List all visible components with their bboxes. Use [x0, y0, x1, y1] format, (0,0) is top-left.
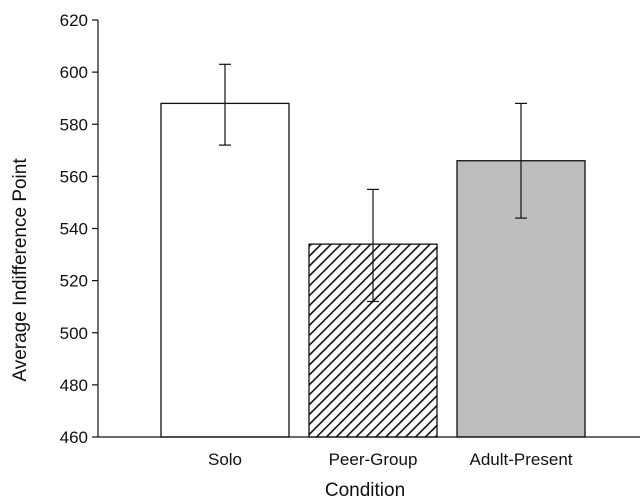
- x-tick-label: Adult-Present: [470, 450, 573, 469]
- y-tick-label: 580: [60, 115, 88, 134]
- x-tick-label: Solo: [208, 450, 242, 469]
- ticks-layer: 460 480 500 520 540 560 580 600 620 Solo Peer-Grou…: [60, 11, 573, 469]
- y-tick-label: 500: [60, 324, 88, 343]
- error-bars-layer: [219, 63, 527, 303]
- y-tick-label: 520: [60, 272, 88, 291]
- y-tick-label: 560: [60, 167, 88, 186]
- y-tick-label: 600: [60, 63, 88, 82]
- y-tick-label: 540: [60, 220, 88, 239]
- x-tick-label: Peer-Group: [329, 450, 418, 469]
- y-tick-label: 620: [60, 11, 88, 30]
- bar-solo: [160, 102, 290, 438]
- y-axis-title: Average Indifference Point: [10, 158, 31, 382]
- x-axis-title: Condition: [325, 480, 405, 501]
- y-tick-label: 460: [60, 428, 88, 447]
- y-tick-label: 480: [60, 376, 88, 395]
